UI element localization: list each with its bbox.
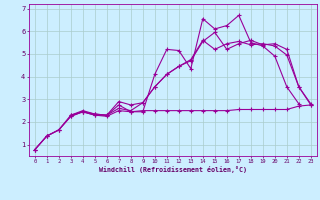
X-axis label: Windchill (Refroidissement éolien,°C): Windchill (Refroidissement éolien,°C): [99, 166, 247, 173]
